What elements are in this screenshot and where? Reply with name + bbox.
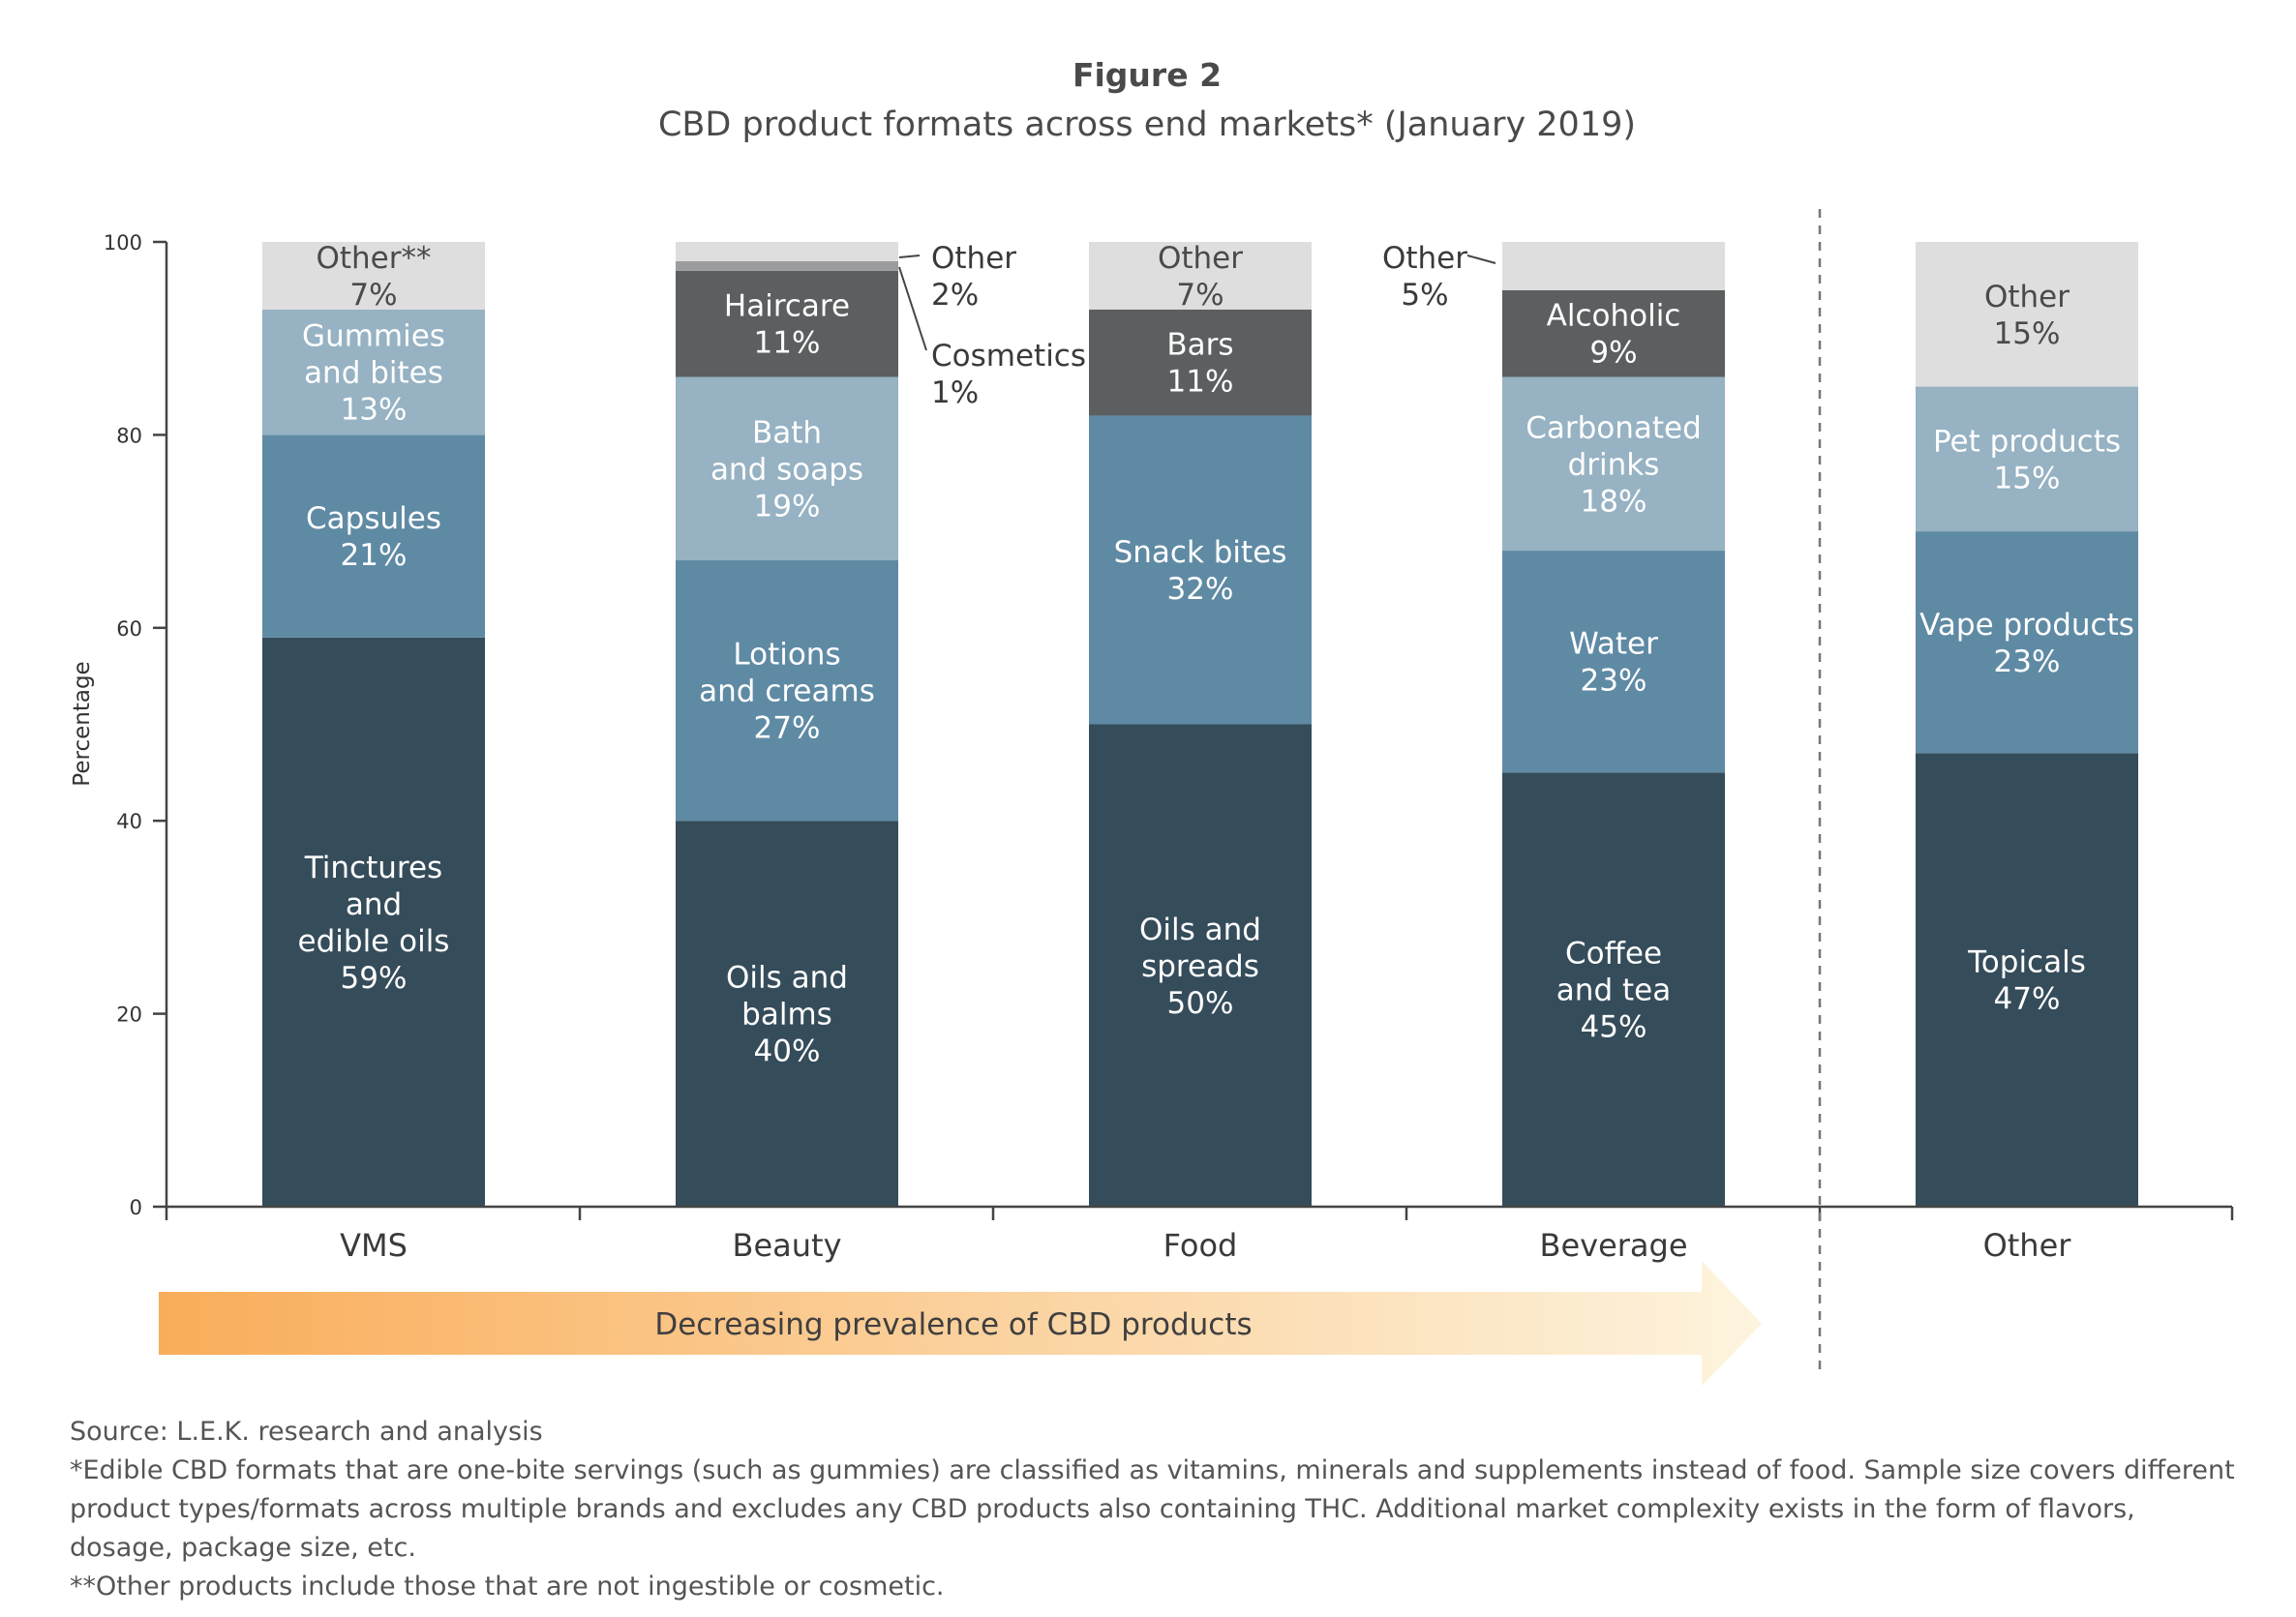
category-label-beauty: Beauty xyxy=(732,1227,841,1264)
bar-vms-segment-4 xyxy=(262,242,485,310)
callout-leader-line xyxy=(898,266,927,351)
bar-beauty-segment-1 xyxy=(676,821,898,1207)
x-axis: VMS Beauty Food Beverage Other xyxy=(165,1205,2234,1264)
bar-food-segment-3 xyxy=(1089,309,1312,416)
callout-leader-line xyxy=(1466,255,1496,264)
bar-beverage-segment-4 xyxy=(1502,289,1725,377)
bar-food-segment-1 xyxy=(1089,724,1312,1207)
footnote-edible: *Edible CBD formats that are one-bite se… xyxy=(70,1455,2235,1563)
segment-label-beverage-2: Water 23% xyxy=(1569,627,1658,699)
prevalence-arrow-shape xyxy=(159,1261,1762,1386)
segment-label-food-1: Oils and spreads 50% xyxy=(1139,913,1261,1021)
bar-vms-segment-3 xyxy=(262,309,485,435)
callout-beauty-2: Cosmetics 1% xyxy=(898,266,1086,410)
y-tick-label-40: 40 xyxy=(116,810,142,833)
bar-other-segment-2 xyxy=(1916,531,2138,754)
segment-label-food-4: Other 7% xyxy=(1158,241,1243,313)
segment-label-beauty-3: Bath and soaps 19% xyxy=(710,415,863,524)
callout-beverage-3: Other 5% xyxy=(1382,241,1496,313)
bar-beverage-segment-1 xyxy=(1502,772,1725,1207)
segment-label-vms-4: Other** 7% xyxy=(316,241,431,313)
category-label-vms: VMS xyxy=(340,1227,408,1264)
callout-label: Other 5% xyxy=(1382,241,1467,313)
source-note: Source: L.E.K. research and analysis xyxy=(70,1417,543,1447)
segment-labels-layer: Tinctures and edible oils 59% Capsules 21% Gum… xyxy=(298,241,2134,1069)
segment-label-other-2: Vape products 23% xyxy=(1919,608,2134,679)
callout-leader-line xyxy=(898,255,921,258)
bar-food-segment-4 xyxy=(1089,242,1312,310)
segment-label-beverage-1: Coffee and tea 45% xyxy=(1556,937,1671,1045)
chart-title: CBD product formats across end markets* … xyxy=(658,105,1636,144)
notes: Source: L.E.K. research and analysis *Ed… xyxy=(70,1413,2238,1606)
category-label-food: Food xyxy=(1163,1227,1238,1264)
category-label-other: Other xyxy=(1983,1227,2072,1264)
segment-label-food-3: Bars 11% xyxy=(1166,328,1233,400)
bar-other-segment-3 xyxy=(1916,386,2138,532)
bar-beverage-segment-2 xyxy=(1502,551,1725,773)
segment-label-other-3: Pet products 15% xyxy=(1933,424,2121,495)
y-tick-label-80: 80 xyxy=(116,424,142,447)
y-axis: 0 20 40 60 80 100 xyxy=(104,231,168,1219)
bars-layer xyxy=(262,242,2138,1207)
bar-other-segment-1 xyxy=(1916,753,2138,1207)
segment-label-vms-1: Tinctures and edible oils 59% xyxy=(298,851,450,996)
bar-beauty-segment-2 xyxy=(676,560,898,822)
segment-label-beauty-1: Oils and balms 40% xyxy=(726,961,848,1069)
bar-vms-segment-1 xyxy=(262,637,485,1207)
y-tick-label-0: 0 xyxy=(130,1196,142,1219)
footnote-other: **Other products include those that are … xyxy=(70,1572,945,1602)
segment-label-beauty-4: Haircare 11% xyxy=(724,289,850,361)
y-tick-label-100: 100 xyxy=(104,231,142,255)
segment-label-vms-3: Gummies and bites 13% xyxy=(302,319,445,428)
segment-label-vms-2: Capsules 21% xyxy=(306,501,441,573)
callout-label: Cosmetics 1% xyxy=(931,339,1086,410)
segment-label-other-4: Other 15% xyxy=(1984,280,2069,351)
bar-beverage-segment-3 xyxy=(1502,376,1725,552)
callouts-layer: Other 2% Cosmetics 1% Other 5% xyxy=(898,241,1496,410)
bar-beauty-segment-5 xyxy=(676,260,898,271)
segment-label-beverage-4: Alcoholic 9% xyxy=(1547,299,1681,371)
prevalence-arrow: Decreasing prevalence of CBD products xyxy=(159,1261,1762,1386)
y-axis-title: Percentage xyxy=(70,661,95,786)
segment-label-beverage-3: Carbonated drinks 18% xyxy=(1526,410,1702,519)
bar-beauty-segment-4 xyxy=(676,270,898,377)
prevalence-arrow-label: Decreasing prevalence of CBD products xyxy=(654,1307,1252,1342)
y-tick-label-60: 60 xyxy=(116,617,142,641)
category-label-beverage: Beverage xyxy=(1539,1227,1687,1264)
bar-beverage-segment-5 xyxy=(1502,242,1725,290)
y-tick-label-20: 20 xyxy=(116,1003,142,1027)
segment-label-other-1: Topicals 47% xyxy=(1967,945,2086,1017)
figure-label: Figure 2 xyxy=(1072,56,1222,94)
bar-other-segment-4 xyxy=(1916,242,2138,387)
callout-beauty-1: Other 2% xyxy=(898,241,1016,313)
segment-label-food-2: Snack bites 32% xyxy=(1114,535,1287,607)
segment-label-beauty-2: Lotions and creams 27% xyxy=(699,638,875,746)
callout-label: Other 2% xyxy=(931,241,1016,313)
bar-food-segment-2 xyxy=(1089,415,1312,725)
bar-beauty-segment-3 xyxy=(676,376,898,561)
bar-beauty-segment-6 xyxy=(676,242,898,261)
bar-vms-segment-2 xyxy=(262,434,485,638)
